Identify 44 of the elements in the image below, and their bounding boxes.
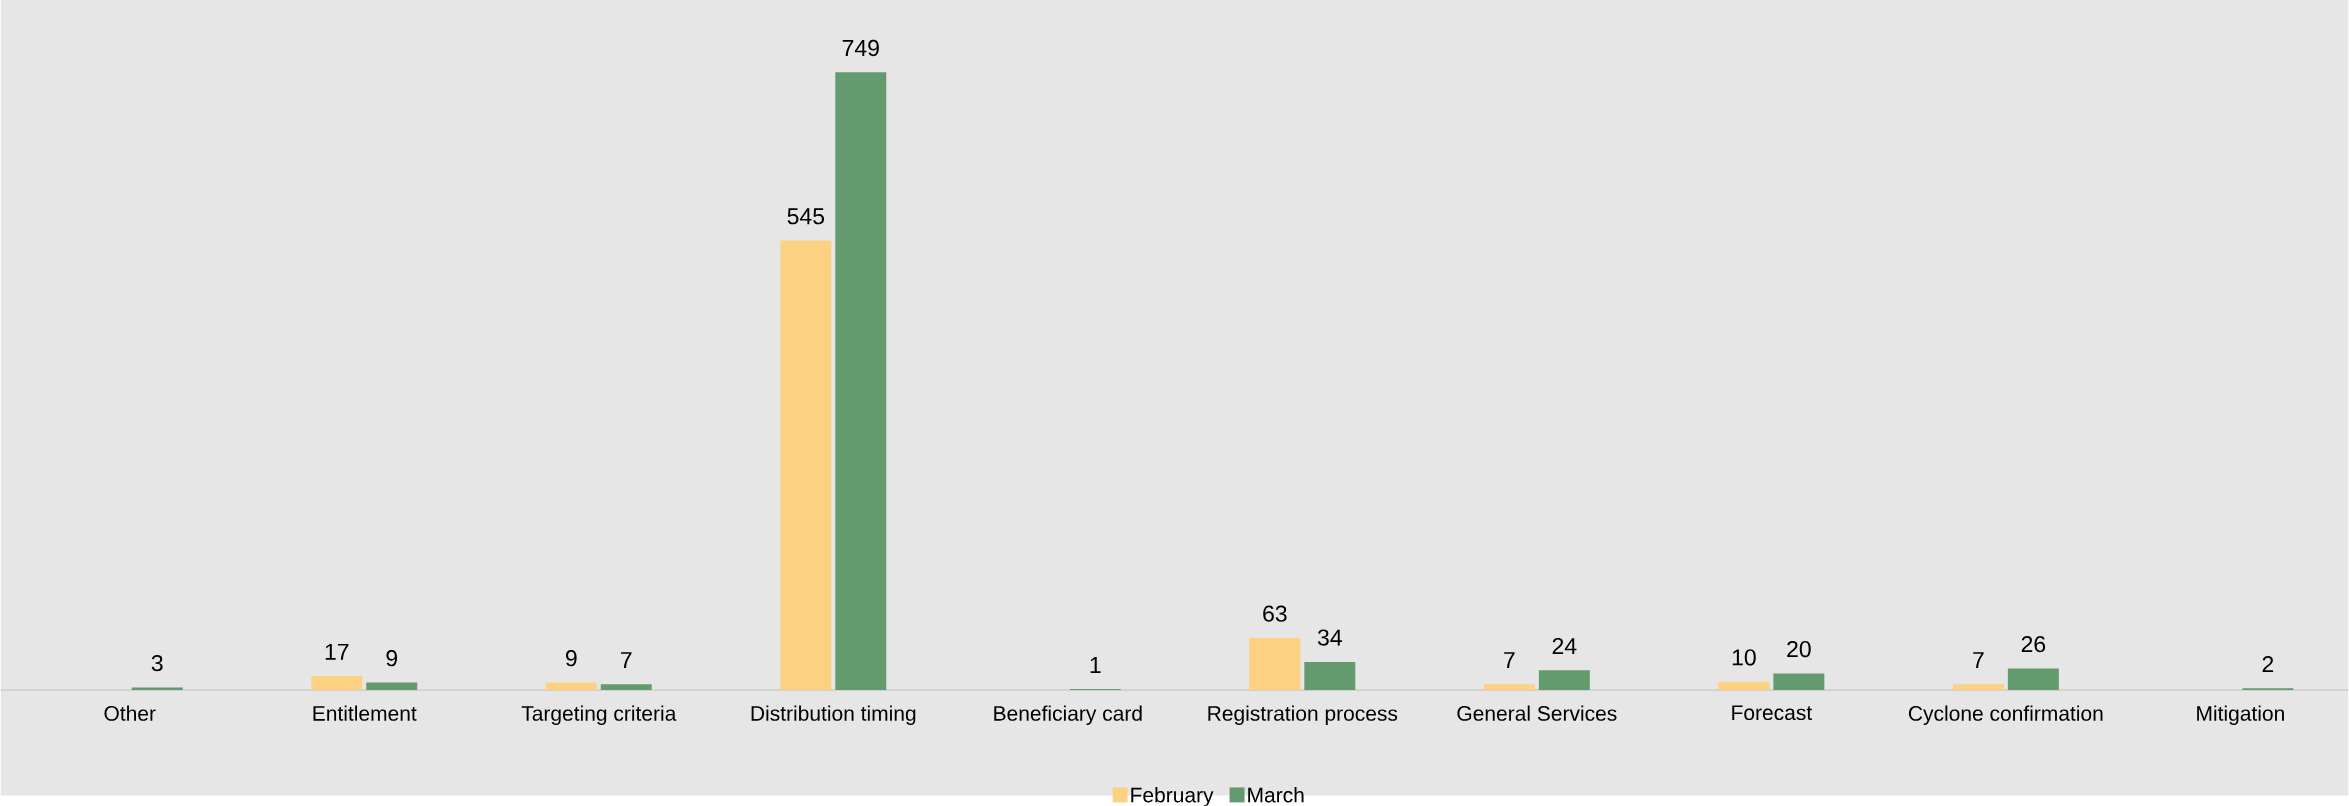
data-label: 17: [325, 644, 349, 660]
data-label: 7: [1504, 652, 1515, 669]
data-label: 749: [842, 39, 879, 57]
data-label: 24: [1552, 638, 1577, 655]
bar: [366, 682, 418, 691]
data-label: 9: [565, 650, 577, 667]
x-tick-label: Beneficiary card: [994, 705, 1142, 726]
data-label: 545: [787, 208, 825, 225]
bar: [2007, 668, 2059, 691]
x-tick-label: Targeting criteria: [521, 705, 677, 726]
x-tick-label: Mitigation: [2197, 705, 2284, 726]
bar: [1249, 638, 1301, 691]
bar: [780, 240, 832, 691]
data-label: 10: [1732, 649, 1756, 666]
legend-label: February: [1131, 787, 1214, 806]
bar: [1538, 670, 1590, 691]
bar: [835, 72, 887, 691]
x-tick-label: Cyclone confirmation: [1908, 705, 2103, 726]
data-label: 1: [1090, 657, 1101, 674]
bar: [311, 676, 363, 691]
bar: [1718, 681, 1770, 691]
data-label: 9: [386, 650, 398, 667]
data-label: 7: [621, 652, 632, 669]
x-tick-label: Forecast: [1732, 705, 1813, 721]
x-tick-label: Registration process: [1208, 705, 1398, 726]
data-label: 63: [1263, 605, 1287, 622]
data-label: 7: [1973, 652, 1984, 669]
x-tick-label: Entitlement: [313, 705, 417, 721]
data-label: 26: [2021, 636, 2046, 653]
x-tick-label: Other: [104, 705, 156, 721]
bar: [1483, 684, 1535, 691]
bar: [1304, 662, 1356, 691]
x-tick-label: Distribution timing: [751, 705, 916, 726]
bar: [131, 687, 183, 691]
bar: [600, 684, 652, 691]
data-label: 2: [2262, 656, 2274, 673]
data-label: 3: [151, 655, 163, 672]
x-tick-label: General Services: [1457, 705, 1617, 721]
bar: [1773, 673, 1825, 691]
legend-label: March: [1248, 787, 1304, 803]
data-label: 20: [1787, 641, 1811, 658]
data-label: 34: [1317, 629, 1342, 646]
bar: [545, 682, 597, 691]
bar: [1952, 684, 2004, 691]
